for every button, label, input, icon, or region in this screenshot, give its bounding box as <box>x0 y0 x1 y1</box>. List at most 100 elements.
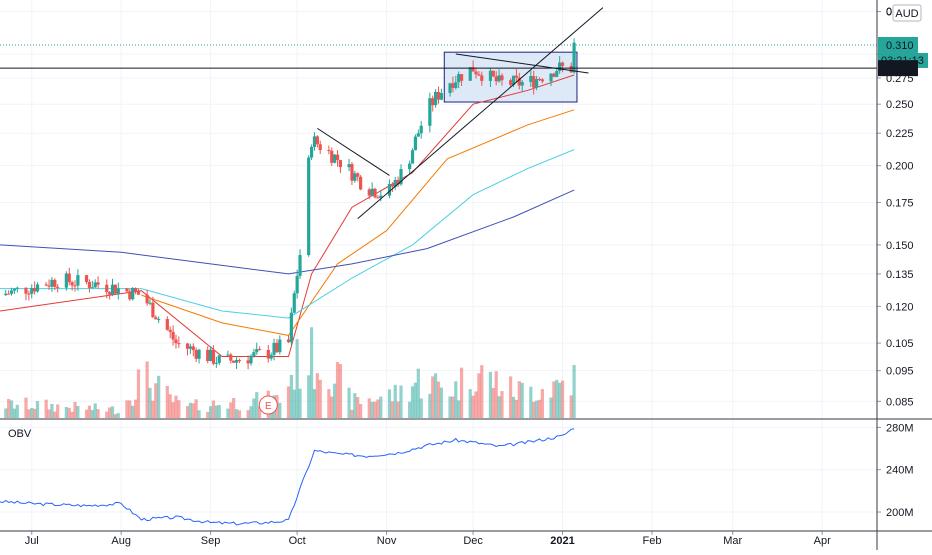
candle-body <box>96 282 100 285</box>
volume-bar <box>315 373 319 418</box>
candle-body <box>457 74 461 83</box>
candles <box>4 38 576 370</box>
candle-body <box>191 346 195 351</box>
candle-body <box>549 73 553 82</box>
candle-body <box>90 287 94 289</box>
candle-body <box>157 319 161 321</box>
volume-bar <box>307 375 311 418</box>
candle-body <box>327 150 331 152</box>
candle-body <box>110 284 115 295</box>
volume-bar <box>292 389 296 418</box>
candle-body <box>318 144 322 151</box>
candle-body <box>27 293 31 295</box>
candle-body <box>289 312 293 343</box>
volume-bar <box>217 405 221 418</box>
time-tick-label: Oct <box>289 535 306 547</box>
volume-bar <box>295 339 299 418</box>
trend-drawings[interactable]: E <box>0 7 877 415</box>
candle-body <box>125 288 129 292</box>
candle-body <box>520 82 524 86</box>
volume-bar <box>413 382 418 418</box>
candle-body <box>491 70 495 77</box>
price-tick-label: 0.095 <box>886 366 914 378</box>
candle-body <box>537 78 542 80</box>
volume-bar <box>50 403 54 418</box>
candle-body <box>73 285 77 287</box>
candle-body <box>555 70 559 77</box>
volume-bar <box>165 385 169 418</box>
earnings-marker-circle <box>258 395 278 415</box>
volume-bar <box>64 407 68 418</box>
volume-bar <box>410 386 415 418</box>
volume-bar <box>387 389 392 418</box>
volume-bar <box>477 373 481 418</box>
candle-body <box>7 293 11 295</box>
currency-badge-box <box>892 4 922 22</box>
volume-bar <box>572 365 576 418</box>
last-price-label: 0.310 <box>886 40 914 52</box>
grid-lines <box>0 0 877 530</box>
price-tick-label: 0 <box>886 6 892 18</box>
candle-body <box>255 349 259 353</box>
candle-body <box>168 329 172 332</box>
candle-body <box>295 275 299 294</box>
candle-body <box>252 352 256 356</box>
candle-body <box>494 76 498 82</box>
volume-bar <box>367 398 371 418</box>
volume-bar <box>457 400 461 418</box>
candle-body <box>84 275 89 282</box>
candle-body <box>532 76 536 88</box>
candle-body <box>312 136 317 147</box>
volume-bar <box>56 404 60 418</box>
volume-bar <box>396 401 400 418</box>
volume-bar <box>558 382 562 418</box>
candle-body <box>399 169 403 185</box>
candle-body <box>309 146 314 158</box>
ma-slow-line <box>0 149 575 319</box>
candle-body <box>258 349 262 351</box>
candle-body <box>136 291 141 295</box>
candle-body <box>64 273 68 288</box>
volume-bars <box>4 327 576 418</box>
volume-bar <box>451 396 455 418</box>
volume-bar <box>278 402 282 418</box>
candle-body <box>511 75 516 85</box>
candle-body <box>448 83 452 93</box>
volume-bar <box>168 394 172 418</box>
candle-body <box>509 80 513 85</box>
volume-bar <box>560 380 565 418</box>
volume-bar <box>379 396 383 418</box>
volume-bar <box>356 397 360 418</box>
volume-bar <box>108 407 112 418</box>
volume-bar <box>514 399 518 418</box>
candle-body <box>367 189 371 196</box>
candle-body <box>451 83 455 88</box>
level-label: 0.285 <box>886 63 914 75</box>
candle-body <box>471 67 475 72</box>
volume-bar <box>534 400 539 418</box>
candle-body <box>9 290 14 294</box>
candle-body <box>514 75 518 78</box>
candle-body <box>474 71 478 75</box>
volume-bar <box>214 405 218 418</box>
volume-bar <box>93 403 97 418</box>
price-tick-label: 0.135 <box>886 269 914 281</box>
time-tick-label: Mar <box>723 535 742 547</box>
candle-body <box>272 342 276 355</box>
volume-bar <box>520 382 524 418</box>
candle-body <box>408 163 412 170</box>
earnings-marker: E <box>265 401 272 412</box>
currency-badge: AUD <box>895 8 918 20</box>
candle-body <box>333 154 337 163</box>
time-tick-label: Sep <box>201 535 221 547</box>
volume-bar <box>197 410 201 418</box>
candle-body <box>330 150 334 163</box>
volume-bar <box>9 400 14 418</box>
candle-body <box>488 70 493 81</box>
candle-body <box>188 346 193 349</box>
volume-bar <box>33 408 37 418</box>
volume-bar <box>327 389 331 418</box>
candle-body <box>540 79 544 82</box>
